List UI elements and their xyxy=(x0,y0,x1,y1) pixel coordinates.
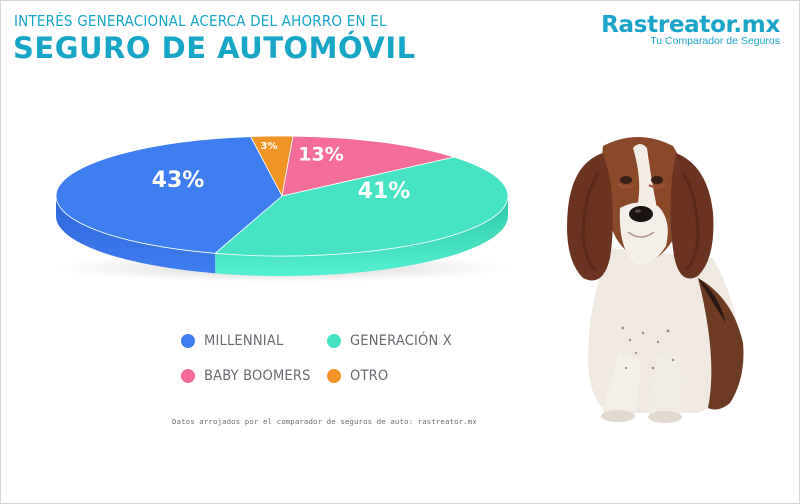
legend-label-otro: OTRO xyxy=(350,368,389,384)
pie-slice-generacion-x xyxy=(214,156,509,257)
pie-tops xyxy=(55,135,509,257)
chart-subtitle: INTERÉS GENERACIONAL ACERCA DEL AHORRO E… xyxy=(14,12,387,30)
pie-slice-baby-boomers xyxy=(281,135,456,197)
pie-label-baby-boomers: 13% xyxy=(298,144,343,166)
chart-title: SEGURO DE AUTOMÓVIL xyxy=(13,31,416,65)
pie-labels: 3% 13% 41% 43% xyxy=(152,141,411,204)
legend-item-otro: OTRO xyxy=(327,368,388,384)
pie-side-millennial xyxy=(56,196,216,274)
brand-tagline: Tu Comparador de Seguros xyxy=(650,35,780,47)
pie-label-generacion-x: 41% xyxy=(358,179,411,204)
legend-label-generacion-x: GENERACIÓN X xyxy=(350,333,452,349)
source-note: Datos arrojados por el comparador de seg… xyxy=(172,417,477,426)
legend-swatch-generacion-x xyxy=(327,334,341,348)
legend-swatch-baby-boomers xyxy=(181,369,195,383)
legend-label-millennial: MILLENNIAL xyxy=(204,333,284,349)
pie-label-millennial: 43% xyxy=(152,168,205,193)
legend-item-millennial: MILLENNIAL xyxy=(181,333,283,349)
legend-item-baby-boomers: BABY BOOMERS xyxy=(181,368,311,384)
brand-logo[interactable]: Rastreator.mx Tu Comparador de Seguros xyxy=(601,12,780,47)
brand-name: Rastreator.mx xyxy=(601,12,780,38)
legend-label-baby-boomers: BABY BOOMERS xyxy=(204,368,311,384)
legend-item-generacion-x: GENERACIÓN X xyxy=(327,333,452,349)
pie-slice-millennial xyxy=(55,136,283,254)
legend-swatch-millennial xyxy=(181,334,195,348)
basset-hound-dog-icon xyxy=(567,137,744,423)
pie-label-otro: 3% xyxy=(261,141,278,152)
legend-swatch-otro xyxy=(327,369,341,383)
